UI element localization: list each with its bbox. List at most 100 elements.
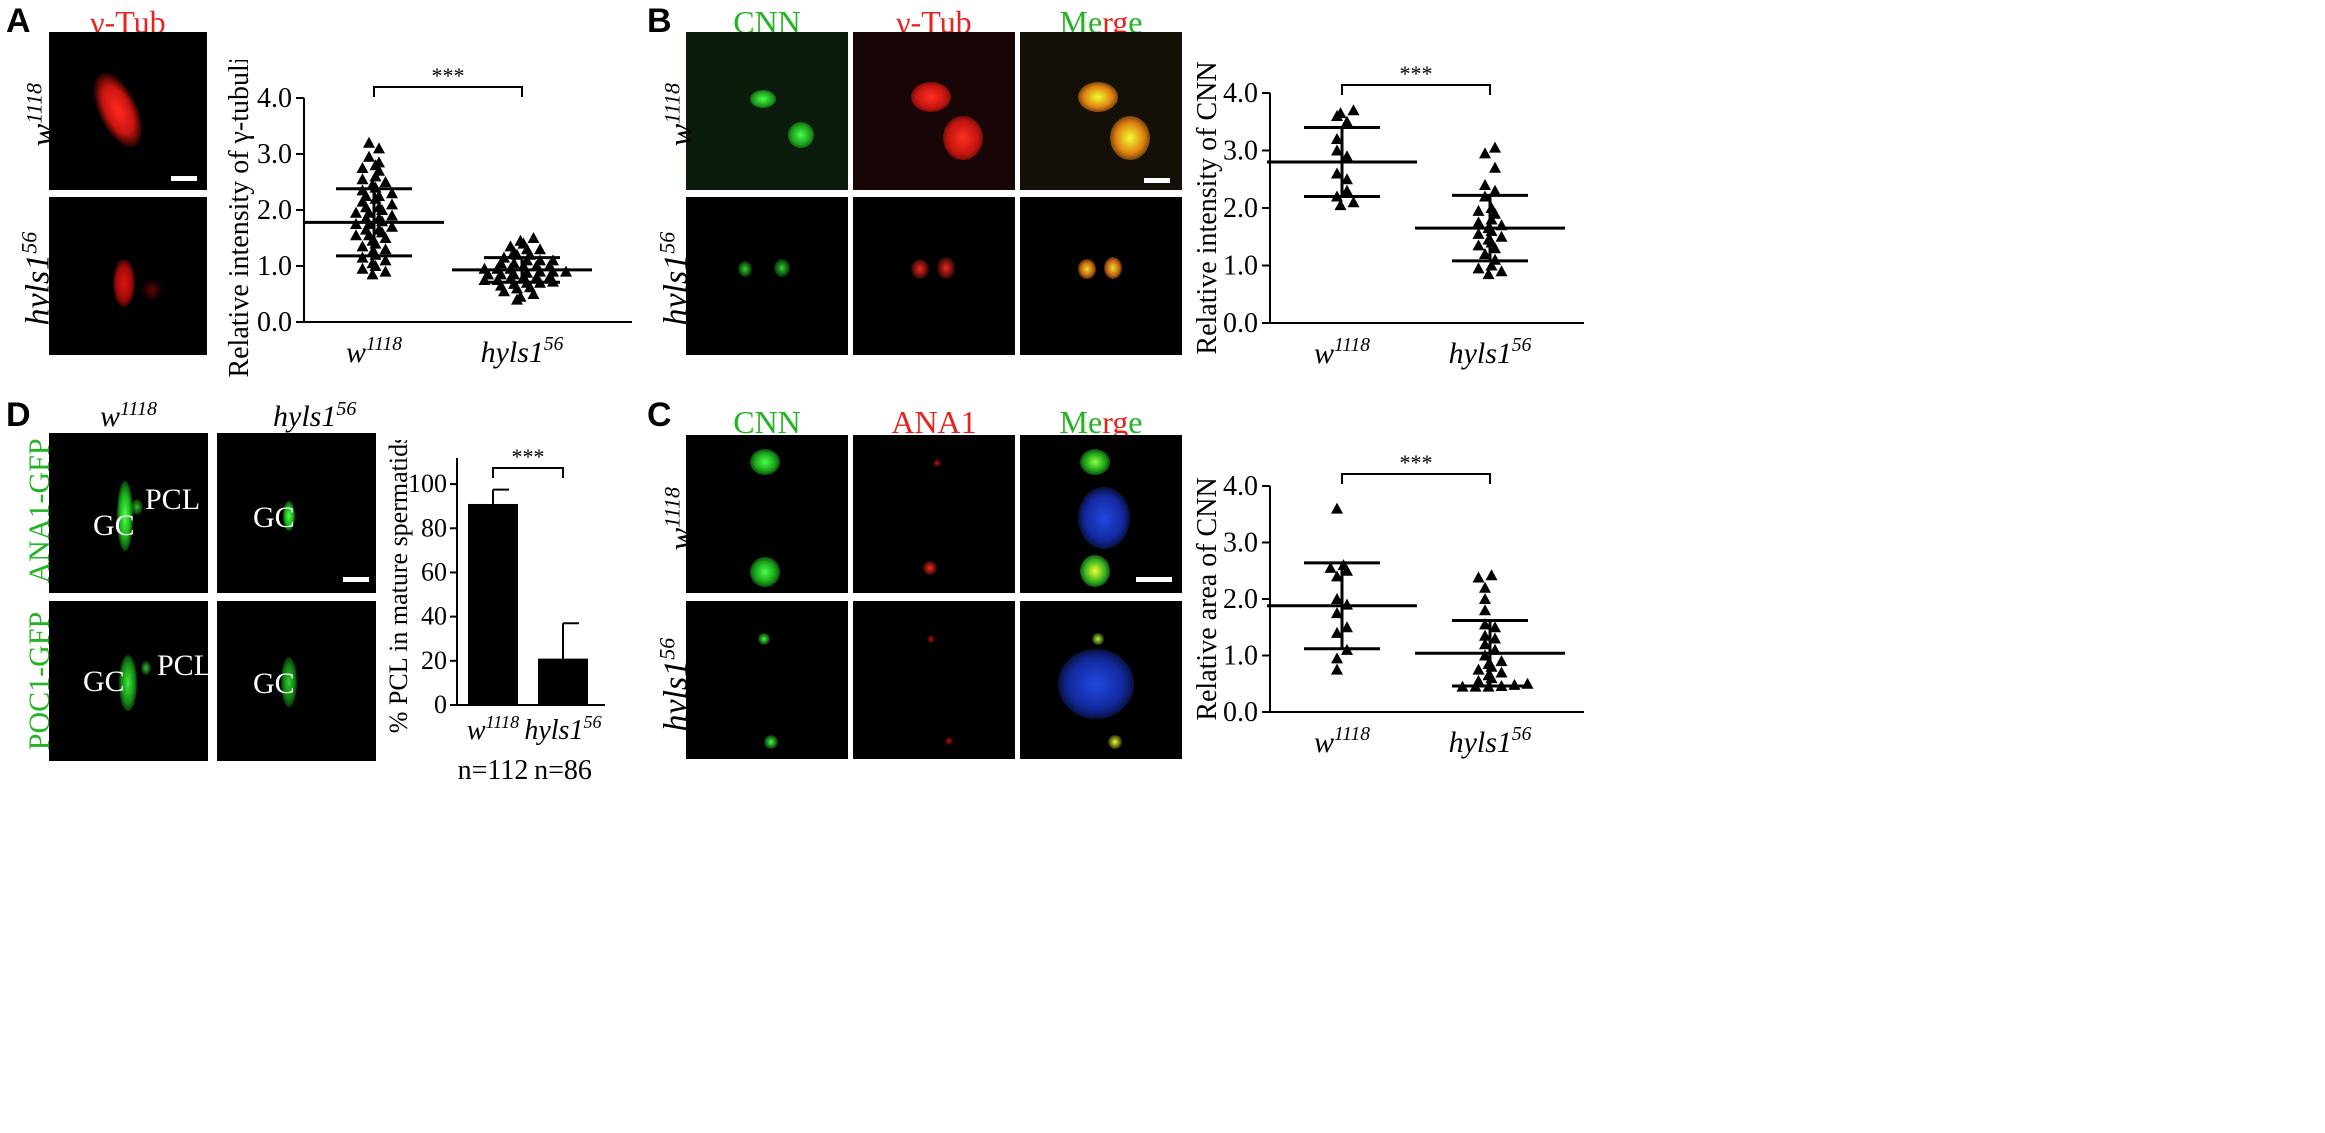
significance-label: ***: [512, 444, 545, 469]
data-point: [543, 271, 556, 283]
panel-b-row-label-w1118: w1118: [659, 82, 700, 147]
data-point: [360, 212, 372, 224]
data-point: [1331, 626, 1343, 638]
data-point: [366, 178, 379, 190]
data-point: [478, 262, 491, 274]
data-point: [1489, 141, 1501, 153]
data-point: [363, 206, 375, 218]
panel-a-image-w1118: [49, 32, 207, 190]
panel-c-image-merge-hyls1: [1020, 601, 1182, 759]
y-axis-label: % PCL in mature spermatids: [385, 440, 413, 733]
scale-bar: [343, 577, 369, 582]
data-point: [373, 201, 385, 213]
data-point: [508, 257, 520, 269]
data-point: [1489, 161, 1501, 173]
data-point: [1334, 199, 1347, 211]
data-point: [1472, 571, 1485, 583]
y-axis-label: Relative area of CNN: [1192, 477, 1223, 720]
scale-bar: [1136, 577, 1172, 582]
data-point: [350, 229, 362, 241]
data-point: [527, 232, 540, 243]
data-point: [363, 150, 375, 162]
data-point: [508, 246, 520, 257]
data-point: [1508, 678, 1521, 690]
data-point: [543, 260, 556, 271]
panel-d-col-header-hyls1: hyls156: [273, 398, 357, 433]
panel-d-image-ana1-w1118: GC PCL: [49, 433, 208, 593]
data-point: [1341, 184, 1353, 196]
data-point: [373, 212, 385, 224]
significance-bracket: [1341, 473, 1491, 484]
data-point: [366, 257, 379, 269]
panel-b-image-merge-w1118: [1020, 32, 1182, 190]
data-point: [530, 260, 543, 271]
panel-d-letter: D: [6, 396, 31, 434]
panel-b-image-gtub-w1118: [853, 32, 1015, 190]
y-tick-label: 40: [421, 602, 447, 631]
data-point: [1489, 621, 1501, 633]
y-tick-label: 60: [421, 557, 447, 586]
data-point: [1495, 666, 1508, 678]
data-point: [356, 195, 369, 207]
data-point: [547, 254, 559, 266]
data-point: [1334, 107, 1347, 119]
data-point: [379, 176, 392, 187]
data-point: [1482, 268, 1495, 280]
y-tick-label: 1.0: [1223, 251, 1258, 282]
panel-d-row-label-poc1: POC1-GFP: [23, 611, 56, 751]
data-point: [534, 243, 546, 255]
data-point: [530, 271, 543, 283]
x-category-label: hyls156: [1449, 724, 1532, 759]
data-point: [373, 223, 385, 235]
x-category-label: w1118: [467, 712, 519, 746]
gc-label: GC: [83, 665, 125, 698]
panel-b-header-merge: Merge: [1059, 4, 1143, 40]
y-tick-label: 4.0: [1223, 78, 1258, 109]
data-point: [1341, 173, 1353, 185]
x-category-label: hyls156: [481, 334, 564, 369]
data-point: [360, 201, 372, 213]
y-tick-label: 0.0: [1223, 697, 1258, 728]
panel-b-image-cnn-hyls1: [686, 197, 848, 355]
data-point: [1485, 259, 1498, 271]
panel-c-header-cnn: CNN: [733, 404, 801, 440]
panel-c-image-ana1-hyls1: [853, 601, 1015, 759]
significance-bracket: [373, 86, 523, 97]
panel-b-image-gtub-hyls1: [853, 197, 1015, 355]
data-point: [1495, 230, 1508, 242]
data-point: [356, 173, 369, 185]
data-point: [1479, 638, 1491, 650]
panel-c-row-label-w1118: w1118: [659, 486, 700, 551]
data-point: [1347, 196, 1360, 208]
gc-label: GC: [253, 667, 295, 700]
pcl-label: PCL: [157, 649, 208, 682]
data-point: [521, 266, 533, 278]
y-tick-label: 4.0: [1223, 471, 1258, 502]
x-category-label: hyls156: [1449, 335, 1532, 370]
data-point: [360, 223, 372, 235]
data-point: [1479, 649, 1491, 661]
data-point: [534, 254, 546, 266]
panel-c-image-merge-w1118: [1020, 435, 1182, 593]
data-point: [1479, 618, 1491, 630]
data-point: [1495, 265, 1508, 277]
data-point: [508, 268, 520, 280]
data-point: [495, 268, 507, 280]
panel-d-image-ana1-hyls1: GC: [217, 433, 376, 593]
data-point: [360, 190, 372, 201]
y-tick-label: 2.0: [257, 195, 292, 226]
y-tick-label: 20: [421, 646, 447, 675]
gc-label: GC: [93, 509, 135, 542]
panel-b-row-label-hyls1: hyls156: [654, 231, 695, 326]
data-point: [1472, 204, 1485, 216]
data-point: [1341, 150, 1353, 162]
data-point: [379, 254, 392, 266]
sample-size-label: n=112: [458, 755, 529, 786]
data-point: [1331, 652, 1343, 664]
panel-b-image-merge-hyls1: [1020, 197, 1182, 355]
y-tick-label: 3.0: [1223, 528, 1258, 559]
data-point: [386, 198, 398, 210]
y-tick-label: 2.0: [1223, 193, 1258, 224]
